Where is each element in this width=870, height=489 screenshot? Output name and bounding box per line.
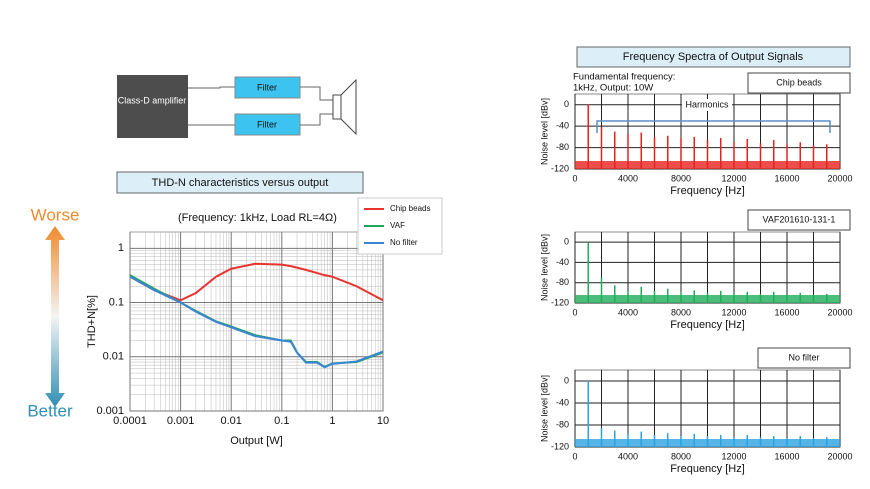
speaker-cone <box>340 78 357 136</box>
y-tick-label: 1 <box>118 242 124 254</box>
legend-label: No filter <box>788 352 819 362</box>
amplifier-label: Class-D amplifier <box>118 95 187 105</box>
x-tick-label: 0.1 <box>274 415 289 427</box>
y-tick-label: -40 <box>556 257 569 267</box>
x-tick-label: 8000 <box>671 451 691 461</box>
title-box <box>576 46 851 68</box>
y-axis-label: Noise level [dBv] <box>539 98 549 165</box>
x-tick-label: 8000 <box>671 307 691 317</box>
x-tick-label: 20000 <box>827 173 852 183</box>
x-tick-label: 20000 <box>827 451 852 461</box>
title-box <box>116 171 364 194</box>
y-tick-label: -120 <box>551 441 569 451</box>
x-tick-label: 0.001 <box>167 415 195 427</box>
x-tick-label: 12000 <box>721 307 746 317</box>
x-tick-label: 16000 <box>774 173 799 183</box>
panel-title: Frequency Spectra of Output Signals <box>623 51 804 63</box>
y-tick-label: -40 <box>556 121 569 131</box>
legend-box <box>747 209 851 231</box>
legend-label: Chip beads <box>776 77 822 87</box>
series-line <box>129 262 384 302</box>
harmonics-label: Harmonics <box>685 99 729 109</box>
wire <box>188 86 235 89</box>
better-label: Better <box>27 401 73 420</box>
x-tick-label: 0.0001 <box>113 415 147 427</box>
x-tick-label: 10 <box>377 415 389 427</box>
filter-label: Filter <box>257 119 277 129</box>
quality-arrow <box>45 226 65 407</box>
y-tick-label: -120 <box>551 297 569 307</box>
harmonics-bg <box>682 99 732 111</box>
legend-label: VAF201610-131-1 <box>763 214 836 224</box>
x-tick-label: 0 <box>572 173 577 183</box>
x-tick-label: 12000 <box>721 451 746 461</box>
y-tick-label: 0 <box>564 375 569 385</box>
legend-label: No filter <box>390 238 418 247</box>
block-diagram: Class-D amplifier Filter Filter <box>117 75 357 138</box>
legend-box <box>747 72 851 94</box>
wire <box>300 86 333 101</box>
y-tick-label: -120 <box>551 163 569 173</box>
x-tick-label: 20000 <box>827 307 852 317</box>
series-line <box>129 275 384 369</box>
x-tick-label: 0 <box>572 451 577 461</box>
x-tick-label: 4000 <box>618 451 638 461</box>
y-tick-label: 0 <box>564 237 569 247</box>
y-axis-label: Noise level [dBv] <box>539 375 549 442</box>
x-axis-label: Frequency [Hz] <box>670 319 745 331</box>
x-tick-label: 1 <box>329 415 335 427</box>
y-axis-label: THD+N[%] <box>86 295 98 348</box>
amplifier-box <box>117 75 188 138</box>
plot-area <box>129 231 384 412</box>
annotation: Fundamental frequency: <box>573 72 675 83</box>
legend-box <box>757 347 851 369</box>
y-tick-label: -40 <box>556 397 569 407</box>
legend-label: Chip beads <box>390 204 430 213</box>
harmonics-bracket <box>596 120 831 133</box>
y-tick-label: 0.1 <box>109 296 124 308</box>
x-tick-label: 8000 <box>671 173 691 183</box>
wire <box>300 113 333 126</box>
x-tick-label: 12000 <box>721 173 746 183</box>
speaker <box>332 94 342 120</box>
annotation: 1kHz, Output: 10W <box>573 83 653 94</box>
filter-label: Filter <box>257 82 277 92</box>
x-tick-label: 0.01 <box>220 415 241 427</box>
x-tick-label: 16000 <box>774 307 799 317</box>
x-tick-label: 0 <box>572 307 577 317</box>
y-tick-label: -80 <box>556 277 569 287</box>
x-axis-label: Output [W] <box>230 435 283 447</box>
x-tick-label: 4000 <box>618 307 638 317</box>
x-axis-label: Frequency [Hz] <box>670 463 745 475</box>
x-axis-label: Frequency [Hz] <box>670 185 745 197</box>
y-tick-label: -80 <box>556 419 569 429</box>
y-tick-label: 0.01 <box>103 351 124 363</box>
y-tick-label: 0 <box>564 99 569 109</box>
y-tick-label: -80 <box>556 142 569 152</box>
annotation: (Frequency: 1kHz, Load RL=4Ω) <box>178 212 337 224</box>
x-tick-label: 4000 <box>618 173 638 183</box>
legend-label: VAF <box>390 221 405 230</box>
x-tick-label: 16000 <box>774 451 799 461</box>
chart-title: THD-N characteristics versus output <box>152 177 329 189</box>
worse-label: Worse <box>31 205 80 224</box>
y-axis-label: Noise level [dBv] <box>539 234 549 301</box>
y-tick-label: 0.001 <box>96 405 124 417</box>
